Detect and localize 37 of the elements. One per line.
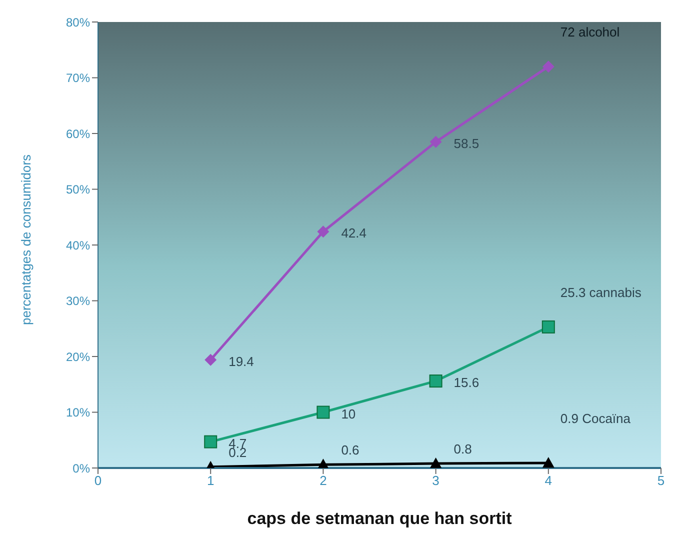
x-tick-label: 1: [206, 473, 214, 488]
point: [430, 136, 442, 148]
x-tick-label: 4: [544, 473, 552, 488]
y-tick-label: 60%: [66, 126, 90, 141]
y-tick-label: 0%: [72, 461, 90, 476]
point: [316, 406, 330, 419]
y-tick-label: 70%: [66, 71, 90, 86]
data-label: 19.4: [228, 354, 254, 369]
y-tick-label: 20%: [66, 350, 90, 364]
y-axis-title: percentatges de consumidors: [18, 154, 34, 325]
point: [542, 60, 554, 73]
y-tick-label: 50%: [66, 182, 90, 197]
point: [542, 456, 554, 468]
data-label: 0.8: [454, 442, 472, 457]
point: [204, 354, 217, 366]
text: 0.9 Cocaïna: [560, 410, 632, 426]
y-tick-label: 10%: [66, 406, 90, 420]
data-label: 15.6: [454, 375, 480, 390]
series-label: 72 alcohol: [560, 24, 620, 40]
y-tick-label: 80%: [66, 15, 90, 30]
y-tick-label: 40%: [66, 238, 90, 252]
point: [429, 374, 442, 388]
x-tick-label: 2: [320, 473, 327, 488]
point: [317, 226, 330, 238]
series-label: 25.3 cannabis: [560, 284, 642, 300]
point: [204, 435, 218, 448]
data-label: 58.5: [454, 136, 480, 151]
point: [542, 320, 555, 334]
x-axis-title: caps de setmanan que han sortit: [247, 509, 512, 528]
data-label: 10: [341, 406, 356, 422]
data-label: 42.4: [341, 226, 367, 241]
point: [430, 458, 442, 468]
y-tick-label: 30%: [66, 294, 90, 308]
x-tick-label: 5: [657, 473, 665, 488]
data-label: 0.6: [341, 442, 360, 458]
x-tick-label: 3: [432, 473, 440, 488]
x-tick-label: 0: [94, 473, 102, 488]
